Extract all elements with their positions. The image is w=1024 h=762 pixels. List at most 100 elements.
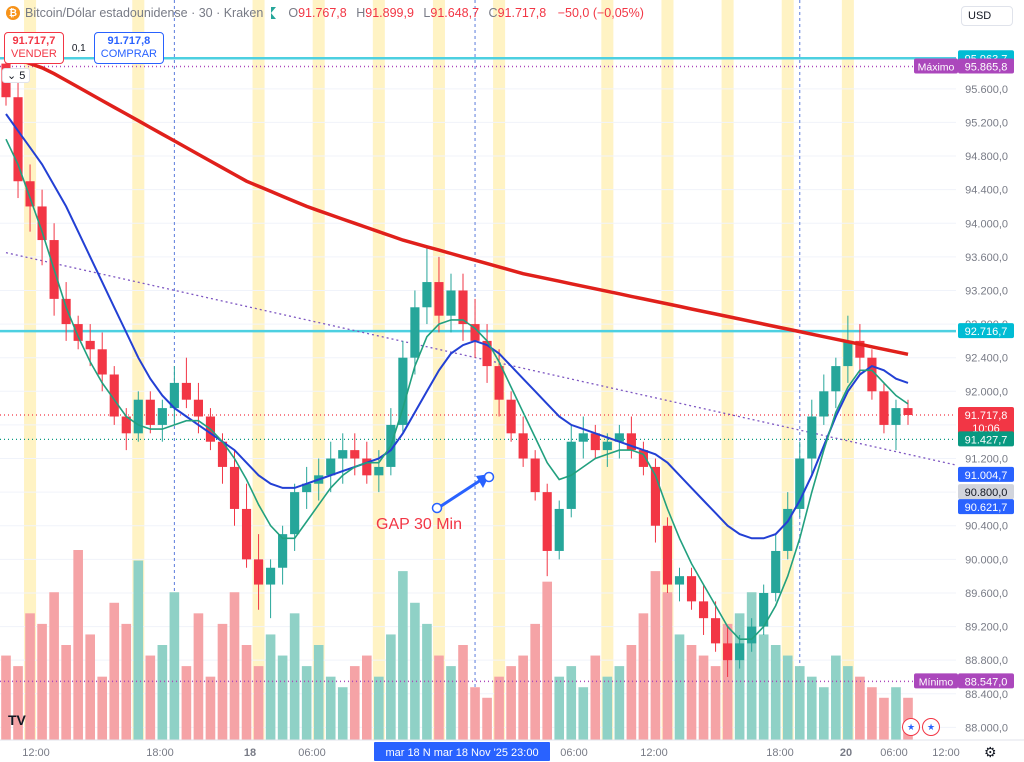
- candle: [278, 525, 288, 585]
- price-tick: 90.000,0: [965, 554, 1008, 566]
- candle: [109, 366, 119, 425]
- extreme-tag-box: [914, 58, 958, 74]
- trade-panel: 91.717,7 VENDER 0,1 91.717,8 COMPRAR: [4, 32, 164, 64]
- volume-bar: [145, 655, 156, 740]
- session-band: [132, 0, 145, 740]
- settings-gear-icon[interactable]: ⚙: [984, 744, 997, 760]
- candle: [374, 450, 384, 493]
- candle: [783, 492, 793, 560]
- candle: [13, 80, 23, 199]
- candle: [566, 424, 576, 518]
- time-tick: 12:00: [932, 747, 960, 759]
- time-tick: 06:00: [298, 747, 326, 759]
- volume-bar: [506, 666, 516, 740]
- volume-bar: [85, 634, 95, 740]
- extreme-tag: Máximo: [918, 61, 955, 73]
- volume-bar: [867, 687, 877, 740]
- volume-bar: [361, 655, 372, 740]
- price-tick: 88.800,0: [965, 655, 1008, 667]
- legend-header: ₿ Bitcoin/Dólar estadounidense · 30 · Kr…: [6, 6, 644, 20]
- indicators-toggle[interactable]: ⌄ 5: [2, 68, 31, 83]
- candle: [37, 189, 47, 266]
- arrow-handle[interactable]: [431, 502, 443, 514]
- events-markers[interactable]: ★ ★: [902, 718, 942, 736]
- volume-bar: [698, 655, 709, 740]
- candle: [253, 534, 264, 610]
- us-flag-icon[interactable]: ★: [902, 718, 920, 736]
- price-label: 90.800,0: [965, 487, 1008, 499]
- time-tick: 18:00: [766, 747, 794, 759]
- volume-bar: [422, 623, 432, 740]
- price-tick: 90.400,0: [965, 521, 1008, 533]
- candle: [133, 391, 143, 442]
- volume-bar: [253, 666, 264, 740]
- volume-bar: [289, 613, 300, 740]
- volume-bar: [855, 676, 865, 740]
- price-tick: 95.200,0: [965, 117, 1008, 129]
- buy-button[interactable]: 91.717,8 COMPRAR: [93, 32, 164, 64]
- ema-short-line[interactable]: [5, 138, 909, 640]
- volume-bar: [470, 687, 480, 740]
- symbol-title[interactable]: Bitcoin/Dólar estadounidense · 30 · Krak…: [25, 6, 264, 20]
- candle: [266, 559, 276, 619]
- candle: [181, 357, 191, 409]
- volume-bar: [794, 666, 805, 740]
- candle: [590, 424, 600, 459]
- candle: [650, 458, 661, 543]
- session-band: [252, 0, 265, 740]
- ema-mid-line[interactable]: [5, 113, 909, 540]
- price-label: 92.716,7: [965, 326, 1008, 338]
- extreme-tag-box: [914, 673, 958, 689]
- currency-select[interactable]: USD: [961, 6, 1013, 26]
- us-flag-icon[interactable]: ★: [922, 718, 940, 736]
- volume-bar: [710, 666, 721, 740]
- candle: [578, 416, 588, 459]
- candle: [855, 324, 865, 375]
- volume-bar: [554, 676, 565, 740]
- price-tick: 94.400,0: [965, 185, 1008, 197]
- price-label: 88.547,0: [965, 676, 1008, 688]
- sell-button[interactable]: 91.717,7 VENDER: [4, 32, 64, 64]
- candle: [518, 416, 528, 467]
- volume-bar: [241, 645, 252, 740]
- price-tick: 89.200,0: [965, 622, 1008, 634]
- volume-bar: [265, 634, 276, 740]
- arrow-handle[interactable]: [483, 471, 495, 483]
- price-label-box: [958, 499, 1014, 515]
- volume-bar: [891, 687, 901, 740]
- session-band: [721, 0, 734, 740]
- candle: [735, 634, 745, 669]
- volume-bar: [446, 666, 456, 740]
- crosshair-time-label: mar 18 N mar 18 Nov '25 23:00: [385, 747, 538, 759]
- ema-long-line[interactable]: [5, 53, 909, 357]
- candle: [674, 567, 685, 602]
- volume-bar: [1, 655, 11, 740]
- market-flag-icon: [271, 7, 277, 19]
- candle: [386, 408, 396, 476]
- candle: [290, 483, 300, 551]
- arrow-line[interactable]: [437, 476, 485, 510]
- volume-bar: [662, 592, 673, 740]
- session-band: [312, 0, 325, 740]
- extreme-tag: Mínimo: [919, 676, 954, 688]
- volume-bar: [494, 676, 504, 740]
- candle: [302, 466, 312, 509]
- crosshair-time-box: [374, 742, 550, 761]
- volume-bar: [578, 687, 589, 740]
- price-label: 91.004,7: [965, 470, 1008, 482]
- volume-bar: [614, 666, 625, 740]
- candle: [807, 399, 817, 476]
- volume-bar: [518, 655, 528, 740]
- trend-line[interactable]: [5, 252, 957, 466]
- candle: [747, 618, 757, 652]
- candle: [157, 399, 167, 442]
- candle: [602, 433, 612, 467]
- volume-bar: [734, 613, 745, 740]
- price-scale[interactable]: [956, 0, 1024, 740]
- candle: [638, 441, 648, 476]
- volume-bar: [410, 602, 420, 740]
- annotation-text[interactable]: GAP 30 Min: [376, 516, 462, 533]
- candle: [662, 517, 673, 593]
- volume-bar: [97, 676, 108, 740]
